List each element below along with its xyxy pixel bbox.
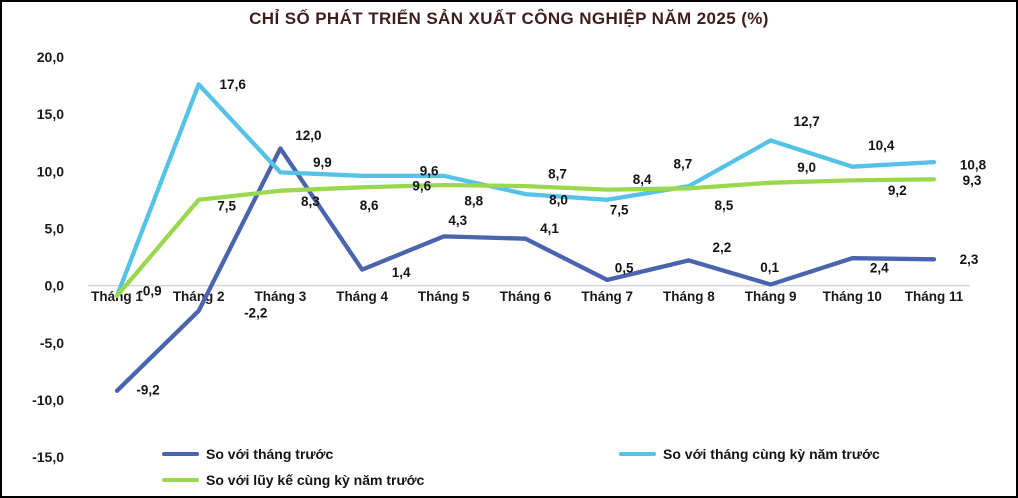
y-axis-tick-label: -15,0 [32, 449, 64, 465]
data-label-series-2: 8,4 [633, 172, 652, 187]
data-label-series-2: 8,7 [548, 167, 567, 182]
data-label-series-0: -2,2 [244, 305, 267, 320]
data-label-series-2: 9,3 [963, 173, 982, 188]
data-label-series-1: 9,6 [420, 163, 439, 178]
y-axis-tick-label: 20,0 [37, 49, 64, 65]
y-axis-tick-label: 0,0 [45, 278, 65, 294]
data-label-series-2: 9,2 [888, 183, 907, 198]
data-label-series-1: 8,7 [674, 157, 693, 172]
legend-label: So với tháng trước [206, 446, 334, 462]
data-label-series-0: 1,4 [392, 265, 411, 280]
x-axis-tick-label: Tháng 7 [581, 289, 633, 304]
data-label-series-2: 7,5 [217, 198, 236, 213]
data-label-series-0: 2,2 [713, 240, 732, 255]
data-label-series-1: -0,9 [138, 283, 161, 298]
data-label-series-1: 12,7 [793, 114, 819, 129]
data-label-series-2: 8,3 [301, 194, 320, 209]
chart-title: CHỈ SỐ PHÁT TRIỂN SẢN XUẤT CÔNG NGHIỆP N… [249, 9, 769, 28]
data-label-series-0: 4,1 [540, 221, 559, 236]
x-axis-tick-label: Tháng 11 [905, 289, 964, 304]
legend-swatch-cyan-line [619, 452, 656, 456]
data-label-series-0: 2,3 [960, 252, 979, 267]
legend-item-so-voi-luy-ke-cung-ky-nam-truoc: So với lũy kế cùng kỳ năm trước [162, 472, 424, 488]
data-label-series-1: 9,6 [412, 178, 431, 193]
data-label-series-0: 0,1 [760, 260, 779, 275]
data-label-series-0: -9,2 [136, 382, 159, 397]
data-label-series-2: 8,5 [715, 198, 734, 213]
y-axis-tick-label: -10,0 [32, 392, 64, 408]
x-axis-tick-label: Tháng 8 [663, 289, 715, 304]
y-axis-tick-label: 15,0 [37, 106, 64, 122]
data-label-series-0: 4,3 [448, 213, 467, 228]
data-label-series-0: 0,5 [615, 260, 634, 275]
y-axis-tick-label: 10,0 [37, 163, 64, 179]
y-axis-tick-label: 5,0 [45, 220, 65, 236]
data-label-series-1: 8,0 [549, 193, 568, 208]
data-label-series-0: 2,4 [870, 261, 889, 276]
data-label-series-1: 10,4 [868, 138, 895, 153]
legend-item-so-voi-thang-truoc: So với tháng trước [162, 446, 333, 462]
legend-label: So với tháng cùng kỳ năm trước [663, 446, 880, 462]
x-axis-tick-label: Tháng 4 [336, 289, 388, 304]
x-axis-tick-label: Tháng 2 [173, 289, 225, 304]
series-line-2 [114, 177, 937, 299]
data-label-series-1: 7,5 [610, 202, 629, 217]
data-label-series-2: 9,0 [797, 160, 816, 175]
x-axis-tick-label: Tháng 9 [745, 289, 797, 304]
data-label-series-2: 8,8 [464, 193, 483, 208]
legend-swatch-green-line [162, 478, 199, 482]
x-axis-tick-label: Tháng 3 [255, 289, 307, 304]
series-line-0 [114, 146, 937, 393]
data-label-series-1: 17,6 [220, 77, 247, 92]
series-line-1 [114, 82, 937, 299]
legend-item-so-voi-thang-cung-ky-nam-truoc: So với tháng cùng kỳ năm trước [619, 446, 880, 462]
data-label-series-1: 9,9 [313, 155, 332, 170]
x-axis-tick-label: Tháng 5 [418, 289, 470, 304]
data-label-series-0: 12,0 [295, 128, 321, 143]
x-axis-tick-label: Tháng 6 [500, 289, 552, 304]
legend-label: So với lũy kế cùng kỳ năm trước [206, 472, 425, 488]
x-axis-tick-label: Tháng 10 [823, 289, 882, 304]
y-axis-tick-label: -5,0 [40, 335, 64, 351]
data-label-series-2: 8,6 [360, 198, 379, 213]
data-label-series-1: 10,8 [960, 158, 987, 173]
legend-swatch-blue-line [162, 452, 199, 456]
